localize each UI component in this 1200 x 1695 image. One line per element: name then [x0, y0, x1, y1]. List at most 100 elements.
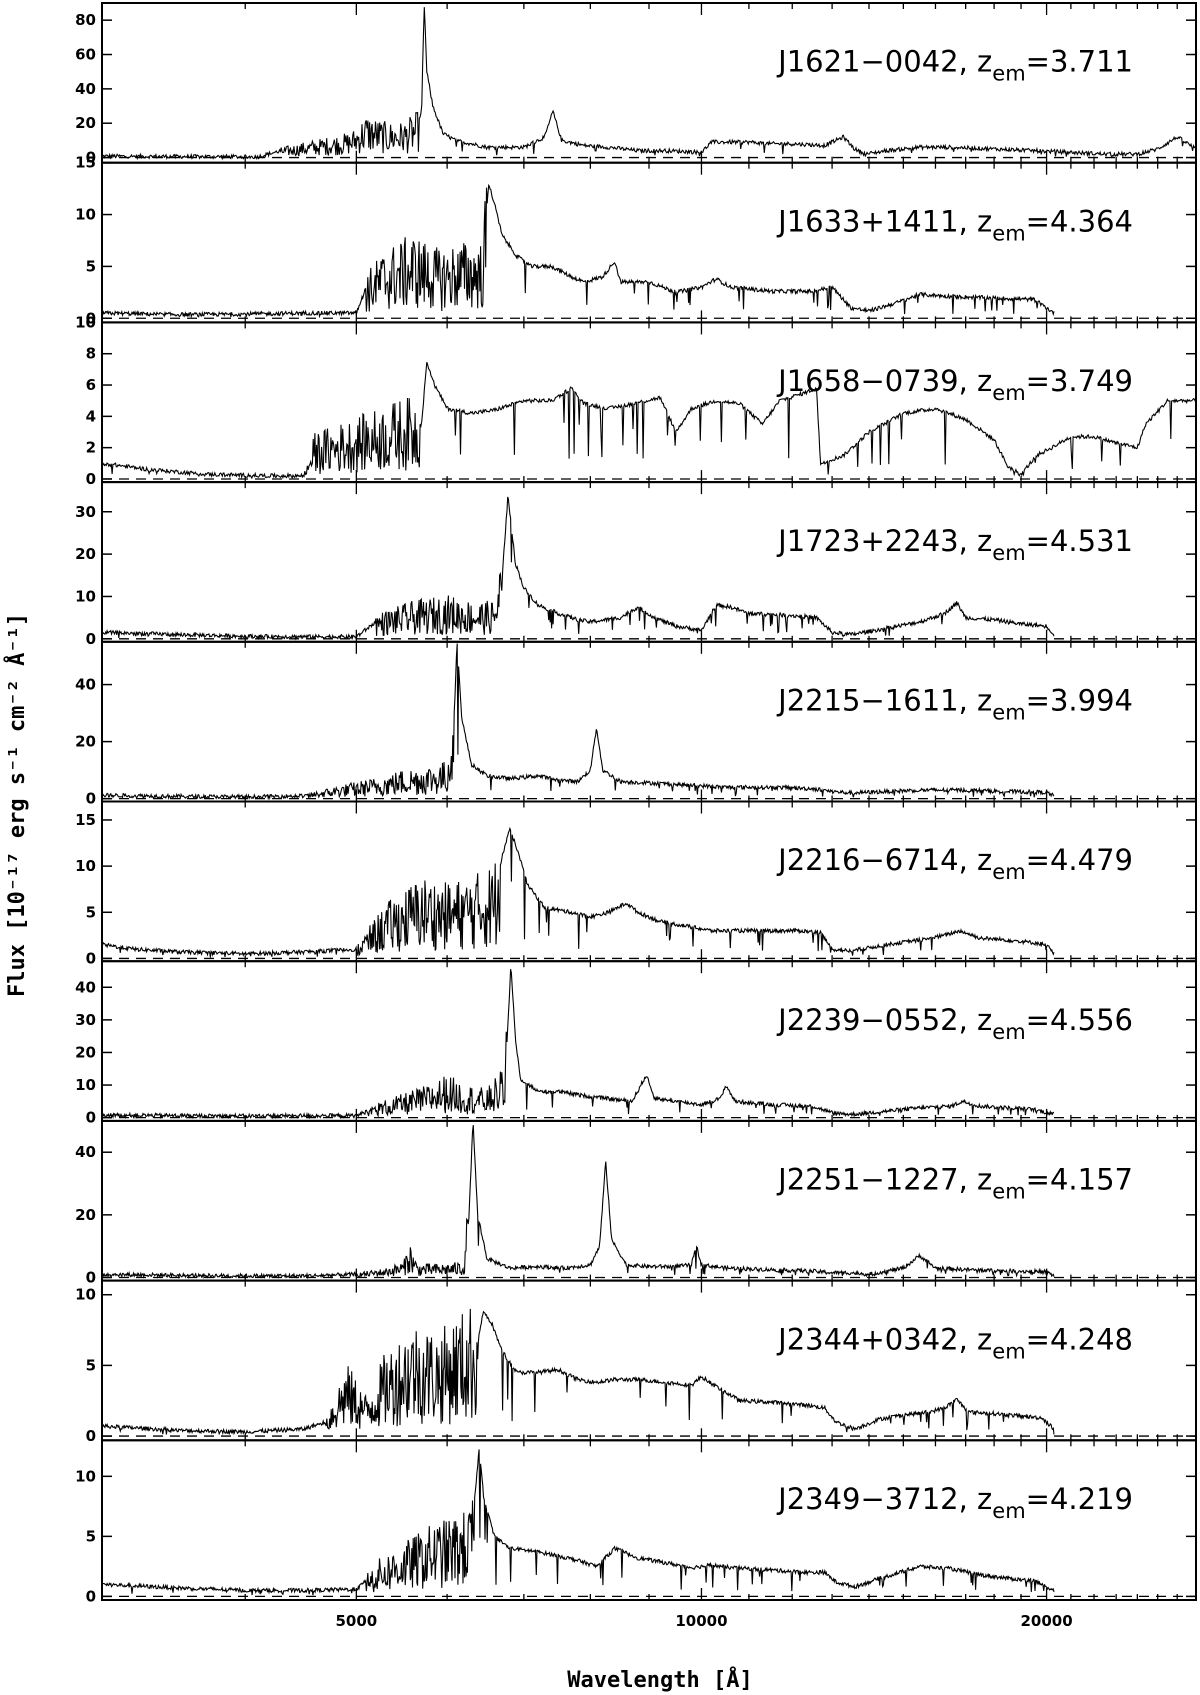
y-tick-label: 40	[75, 80, 96, 98]
y-tick-label: 20	[75, 114, 96, 132]
spectrum-line	[102, 643, 1055, 801]
spectrum-line	[102, 969, 1055, 1120]
spectrum-line	[102, 496, 1055, 641]
y-tick-label: 0	[86, 470, 96, 488]
y-tick-label: 10	[75, 1467, 96, 1485]
quasar-label-redshift: =4.248	[1026, 1322, 1133, 1356]
quasar-label: J2239−0552, zem=4.556	[776, 1003, 1133, 1044]
y-tick-label: 0	[86, 1587, 96, 1605]
quasar-label: J2215−1611, zem=3.994	[776, 683, 1133, 724]
y-tick-label: 0	[86, 1109, 96, 1127]
y-tick-label: 40	[75, 978, 96, 996]
y-tick-label: 40	[75, 1143, 96, 1161]
y-tick-label: 20	[75, 733, 96, 751]
panel-frame	[101, 960, 1197, 1122]
spectrum-panel: 0 5 10 J2344+0342, zem=4.248	[75, 1279, 1197, 1445]
quasar-label-redshift: =3.749	[1026, 364, 1133, 398]
quasar-label-name: J1723+2243, z	[776, 524, 992, 558]
quasar-label: J2251−1227, zem=4.157	[776, 1163, 1133, 1204]
quasar-label-name: J1658−0739, z	[776, 364, 992, 398]
quasar-label-redshift: =3.994	[1026, 683, 1133, 717]
y-tick-label: 10	[75, 1076, 96, 1094]
quasar-label-name: J2349−3712, z	[776, 1482, 992, 1516]
spectrum-line	[102, 1449, 1055, 1596]
spectrum-line	[102, 1308, 1055, 1436]
quasar-label: J1723+2243, zem=4.531	[776, 524, 1133, 565]
y-tick-label: 60	[75, 46, 96, 64]
quasar-label-subscript: em	[992, 1020, 1025, 1044]
y-tick-label: 0	[86, 1268, 96, 1286]
y-tick-label: 0	[86, 790, 96, 808]
spectrum-line	[102, 183, 1055, 319]
quasar-label-subscript: em	[992, 700, 1025, 724]
spectrum-line	[102, 362, 1196, 480]
quasar-label-subscript: em	[992, 860, 1025, 884]
y-tick-label: 20	[75, 1043, 96, 1061]
y-tick-label: 5	[86, 257, 96, 275]
quasar-label-redshift: =3.711	[1026, 45, 1133, 79]
quasar-label: J1633+1411, zem=4.364	[776, 204, 1133, 245]
quasar-label-subscript: em	[992, 221, 1025, 245]
quasar-label-redshift: =4.364	[1026, 204, 1133, 238]
y-axis-title: Flux [10⁻¹⁷ erg s⁻¹ cm⁻² Å⁻¹]	[4, 613, 30, 997]
y-tick-label: 0	[86, 1427, 96, 1445]
quasar-label-name: J2215−1611, z	[776, 683, 992, 717]
quasar-label-name: J1633+1411, z	[776, 204, 992, 238]
quasar-label-name: J2216−6714, z	[776, 843, 992, 877]
y-tick-label: 5	[86, 1356, 96, 1374]
spectrum-panel: 0 10 20 30 J1723+2243, zem=4.531	[75, 481, 1197, 648]
spectrum-panel: 0 5 10 J2349−3712, zem=4.219	[75, 1439, 1197, 1605]
y-tick-label: 0	[86, 309, 96, 327]
y-tick-label: 6	[86, 376, 96, 394]
quasar-label-name: J2251−1227, z	[776, 1163, 992, 1197]
spectrum-line	[102, 826, 1055, 958]
spectrum-panel: 0 20 40 J2251−1227, zem=4.157	[75, 1119, 1197, 1286]
x-tick-label: 20000	[1020, 1612, 1072, 1630]
panel-frame	[101, 481, 1197, 643]
quasar-label: J2349−3712, zem=4.219	[776, 1482, 1133, 1523]
spectrum-line	[102, 1125, 1055, 1280]
y-tick-label: 30	[75, 1011, 96, 1029]
y-tick-label: 20	[75, 545, 96, 563]
quasar-label-name: J2344+0342, z	[776, 1322, 992, 1356]
spectrum-panel: 0 5 10 15 J1633+1411, zem=4.364	[75, 154, 1197, 327]
spectrum-panel: 0 20 40 60 80 J1621−0042, zem=3.711	[75, 2, 1197, 167]
y-tick-label: 5	[86, 903, 96, 921]
panel-frame	[101, 1119, 1197, 1282]
quasar-label: J2344+0342, zem=4.248	[776, 1322, 1133, 1363]
x-axis-title: Wavelength [Å]	[567, 1667, 752, 1693]
quasar-label: J2216−6714, zem=4.479	[776, 843, 1133, 884]
panel-frame	[101, 2, 1197, 164]
y-tick-label: 10	[75, 857, 96, 875]
y-tick-label: 8	[86, 345, 96, 363]
quasar-label-redshift: =4.219	[1026, 1482, 1133, 1516]
quasar-label-redshift: =4.479	[1026, 843, 1133, 877]
y-tick-label: 0	[86, 149, 96, 167]
panel-frame	[101, 800, 1197, 963]
spectrum-panel: 0 20 40 J2215−1611, zem=3.994	[75, 640, 1197, 808]
y-tick-label: 20	[75, 1206, 96, 1224]
quasar-label: J1621−0042, zem=3.711	[776, 45, 1133, 86]
y-tick-label: 10	[75, 1286, 96, 1304]
y-tick-label: 10	[75, 206, 96, 224]
y-tick-label: 10	[75, 313, 96, 331]
y-tick-label: 4	[86, 407, 96, 425]
panel-frame	[101, 640, 1197, 803]
quasar-label-redshift: =4.556	[1026, 1003, 1133, 1037]
quasar-label-redshift: =4.531	[1026, 524, 1133, 558]
quasar-label-subscript: em	[992, 541, 1025, 565]
y-tick-label: 0	[86, 949, 96, 967]
quasar-label-redshift: =4.157	[1026, 1163, 1133, 1197]
spectrum-panel: 0 5 10 15 J2216−6714, zem=4.479	[75, 800, 1197, 967]
y-tick-label: 10	[75, 587, 96, 605]
panel-frame	[101, 321, 1197, 484]
quasar-label-subscript: em	[992, 1180, 1025, 1204]
y-tick-label: 2	[86, 439, 96, 457]
y-tick-label: 5	[86, 1527, 96, 1545]
y-tick-label: 80	[75, 11, 96, 29]
quasar-label-subscript: em	[992, 1339, 1025, 1363]
y-tick-label: 15	[75, 154, 96, 172]
panel-frame	[101, 1279, 1197, 1442]
y-tick-label: 30	[75, 503, 96, 521]
